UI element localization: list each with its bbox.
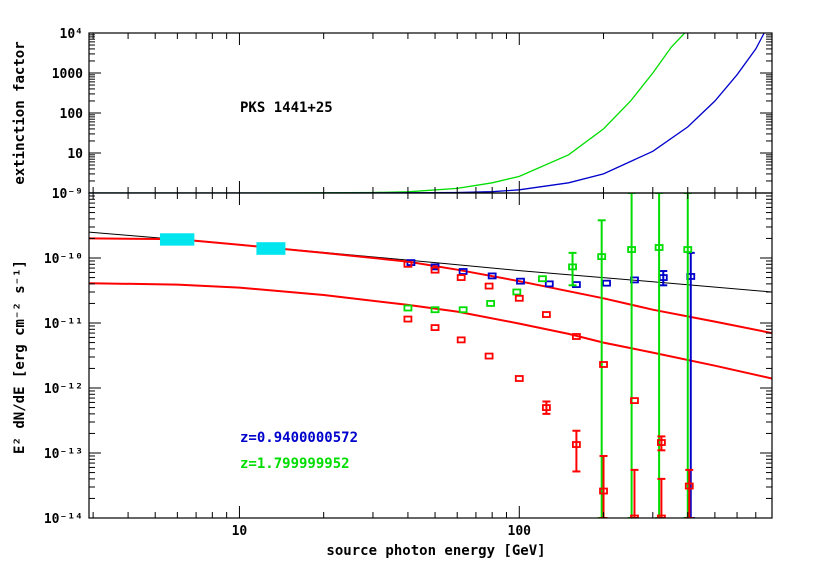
legend-entry-blue: z=0.9400000572	[240, 430, 358, 446]
fermi-box	[256, 242, 286, 255]
plot-area	[89, 33, 765, 193]
y-tick-label: 10⁻⁹	[52, 187, 83, 202]
x-tick-label: 10	[232, 524, 248, 539]
data-point	[430, 266, 440, 274]
data-point	[630, 397, 639, 404]
fermi-box	[159, 233, 195, 246]
data-point	[572, 441, 581, 448]
data-point	[486, 300, 496, 307]
y-tick-label: 10⁻¹⁴	[44, 512, 83, 527]
data-point	[403, 315, 413, 323]
data-point	[458, 306, 468, 314]
panel-frame	[88, 192, 773, 519]
data-point	[568, 263, 577, 271]
data-point	[599, 487, 608, 495]
data-point	[512, 288, 522, 296]
data-point	[403, 260, 413, 268]
data-point	[654, 244, 664, 251]
y-tick-label: 100	[60, 107, 84, 122]
top-y-axis-label: extinction factor	[12, 41, 28, 184]
y-tick-label: 10⁻¹¹	[44, 317, 83, 332]
data-point	[484, 282, 494, 290]
data-point	[484, 352, 494, 360]
x-axis-label: source photon energy [GeV]	[326, 543, 545, 559]
data-point	[430, 324, 440, 331]
extinction-curve-green	[89, 33, 686, 193]
data-point	[572, 333, 581, 340]
data-point	[597, 253, 607, 261]
legend-entry-green: z=1.799999952	[240, 456, 350, 472]
y-tick-label: 10⁻¹⁰	[44, 252, 83, 267]
data-point	[656, 439, 666, 446]
y-tick-label: 1000	[52, 67, 83, 82]
data-point	[602, 279, 611, 287]
data-point	[458, 268, 468, 275]
panel-frame	[88, 32, 773, 194]
data-point	[599, 361, 608, 368]
data-point	[516, 277, 525, 285]
data-point	[514, 294, 524, 302]
y-tick-label: 10⁻¹³	[44, 447, 83, 462]
data-point	[514, 375, 524, 382]
y-tick-label: 10	[67, 147, 83, 162]
data-point	[541, 311, 551, 318]
spectrum-panel: 10⁻¹⁴ 10⁻¹³ 10⁻¹² 10⁻¹¹ 10⁻¹⁰ 10⁻⁹ 10 100	[44, 187, 773, 539]
data-point	[538, 275, 547, 283]
y-tick-label: 10⁴	[60, 27, 83, 42]
model-curve-2	[89, 282, 772, 380]
data-point	[541, 404, 551, 411]
data-point	[656, 514, 666, 518]
model-curve-1	[89, 237, 772, 335]
data-point	[683, 246, 693, 253]
extinction-panel: 10 100 1000 10⁴	[52, 27, 773, 194]
data-point	[456, 274, 466, 281]
extinction-curve-blue	[89, 33, 765, 193]
data-point	[430, 306, 440, 314]
x-tick-label: 100	[508, 524, 532, 539]
data-point	[627, 246, 637, 253]
plot-area	[89, 193, 772, 518]
y-tick-label: 10⁻¹²	[44, 382, 83, 397]
data-point	[544, 280, 554, 288]
data-point	[487, 272, 497, 280]
data-point	[630, 514, 639, 518]
data-point	[684, 482, 694, 490]
data-point	[456, 336, 466, 344]
source-name-annotation: PKS 1441+25	[240, 100, 333, 116]
bottom-y-axis-label: E² dN/dE [erg cm⁻² s⁻¹]	[12, 260, 28, 454]
data-point	[403, 304, 413, 312]
